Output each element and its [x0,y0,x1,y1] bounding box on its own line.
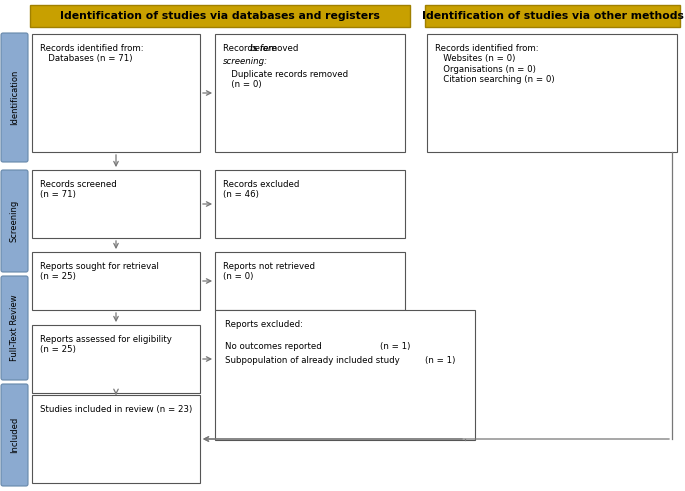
Text: Screening: Screening [10,200,19,242]
Bar [30,5,410,27]
FancyBboxPatch shape [1,384,28,486]
Bar [215,34,405,152]
Text: Identification of studies via other methods: Identification of studies via other meth… [421,11,684,21]
Bar [32,325,200,393]
Text: Included: Included [10,417,19,453]
Bar [32,34,200,152]
Text: (n = 1): (n = 1) [380,342,410,351]
FancyBboxPatch shape [1,170,28,272]
Text: Studies included in review (n = 23): Studies included in review (n = 23) [40,405,192,414]
Bar [215,252,405,310]
FancyBboxPatch shape [1,33,28,162]
Text: Identification of studies via databases and registers: Identification of studies via databases … [60,11,380,21]
Text: Records removed: Records removed [223,44,301,53]
Bar [32,395,200,483]
Text: Records screened
(n = 71): Records screened (n = 71) [40,180,116,199]
Text: Subpopulation of already included study: Subpopulation of already included study [225,356,400,365]
Text: Reports assessed for eligibility
(n = 25): Reports assessed for eligibility (n = 25… [40,335,172,355]
Text: Reports not retrieved
(n = 0): Reports not retrieved (n = 0) [223,262,315,281]
Bar [425,5,680,27]
Bar [215,170,405,238]
Text: Records identified from:
   Databases (n = 71): Records identified from: Databases (n = … [40,44,144,63]
Text: before: before [250,44,277,53]
Bar [32,170,200,238]
Text: Records excluded
(n = 46): Records excluded (n = 46) [223,180,299,199]
Text: Identification: Identification [10,70,19,125]
FancyBboxPatch shape [1,276,28,380]
Text: Records identified from:
   Websites (n = 0)
   Organisations (n = 0)
   Citatio: Records identified from: Websites (n = 0… [435,44,555,84]
Bar [32,252,200,310]
Text: Full-Text Review: Full-Text Review [10,295,19,361]
Text: No outcomes reported: No outcomes reported [225,342,322,351]
Text: Reports excluded:: Reports excluded: [225,320,303,329]
Text: Duplicate records removed
   (n = 0): Duplicate records removed (n = 0) [223,70,348,89]
Text: Reports sought for retrieval
(n = 25): Reports sought for retrieval (n = 25) [40,262,159,281]
Bar [215,310,475,440]
Text: (n = 1): (n = 1) [425,356,456,365]
Text: screening:: screening: [223,57,268,66]
Bar [427,34,677,152]
